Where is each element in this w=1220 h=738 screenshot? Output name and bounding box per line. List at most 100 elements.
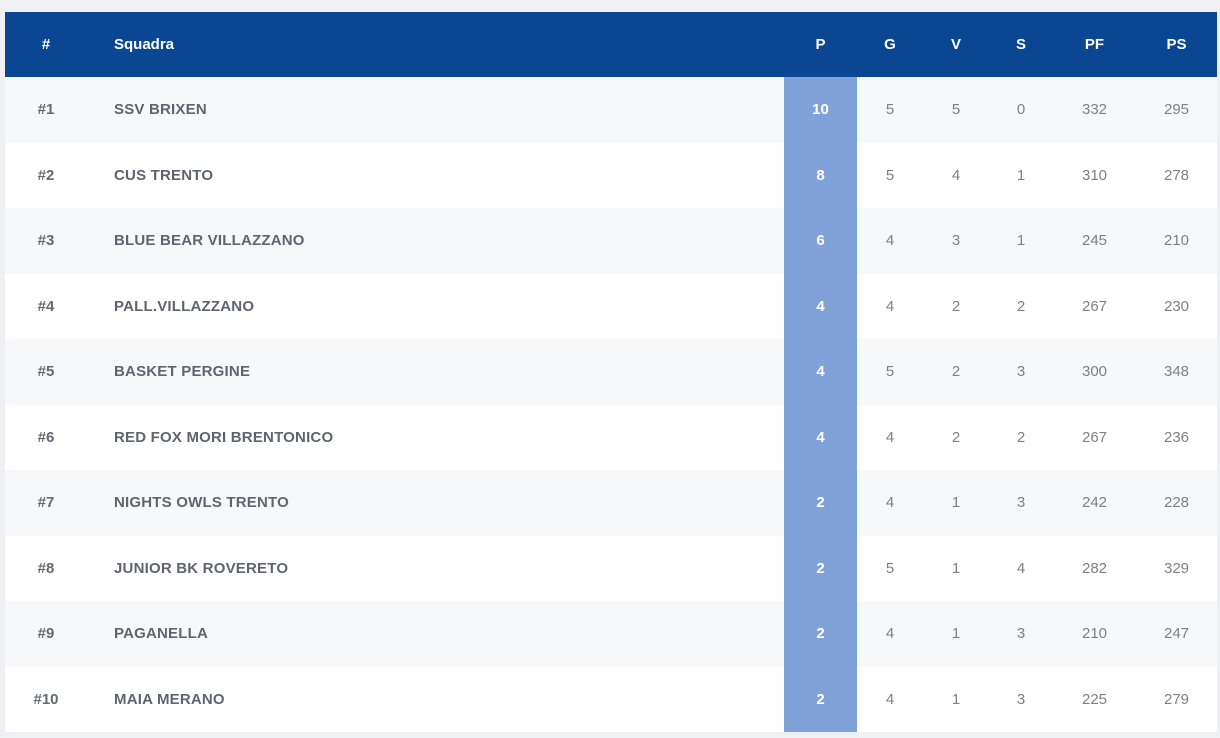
points-against-cell: 279 <box>1136 666 1217 732</box>
rank-cell: #7 <box>5 470 87 536</box>
played-cell: 4 <box>857 404 923 470</box>
table-row: #6 RED FOX MORI BRENTONICO 4 4 2 2 267 2… <box>5 404 1217 470</box>
table-row: #3 BLUE BEAR VILLAZZANO 6 4 3 1 245 210 <box>5 208 1217 274</box>
won-cell: 4 <box>923 142 989 208</box>
team-name-cell: CUS TRENTO <box>87 142 784 208</box>
lost-cell: 1 <box>989 142 1053 208</box>
points-cell: 2 <box>784 601 857 667</box>
lost-cell: 1 <box>989 208 1053 274</box>
lost-cell: 3 <box>989 339 1053 405</box>
table-header: # Squadra P G V S PF PS <box>5 12 1217 77</box>
points-against-cell: 278 <box>1136 142 1217 208</box>
played-cell: 5 <box>857 142 923 208</box>
won-cell: 1 <box>923 535 989 601</box>
lost-cell: 2 <box>989 404 1053 470</box>
rank-cell: #8 <box>5 535 87 601</box>
table-body: #1 SSV BRIXEN 10 5 5 0 332 295 #2 CUS TR… <box>5 77 1217 732</box>
played-cell: 4 <box>857 273 923 339</box>
played-cell: 5 <box>857 339 923 405</box>
rank-cell: #9 <box>5 601 87 667</box>
rank-cell: #5 <box>5 339 87 405</box>
rank-cell: #3 <box>5 208 87 274</box>
points-cell: 4 <box>784 404 857 470</box>
points-against-cell: 295 <box>1136 77 1217 143</box>
played-cell: 4 <box>857 470 923 536</box>
rank-cell: #6 <box>5 404 87 470</box>
table-row: #1 SSV BRIXEN 10 5 5 0 332 295 <box>5 77 1217 143</box>
points-for-cell: 282 <box>1053 535 1136 601</box>
team-name-cell: BASKET PERGINE <box>87 339 784 405</box>
standings-table: # Squadra P G V S PF PS #1 SSV BRIXEN 10… <box>5 12 1217 732</box>
table-row: #5 BASKET PERGINE 4 5 2 3 300 348 <box>5 339 1217 405</box>
table-row: #9 PAGANELLA 2 4 1 3 210 247 <box>5 601 1217 667</box>
points-cell: 2 <box>784 535 857 601</box>
standings-panel: # Squadra P G V S PF PS #1 SSV BRIXEN 10… <box>5 12 1217 732</box>
col-header-team: Squadra <box>114 36 175 53</box>
col-header-points-against: PS <box>1166 36 1187 53</box>
table-row: #10 MAIA MERANO 2 4 1 3 225 279 <box>5 666 1217 732</box>
col-header-points: P <box>815 36 826 53</box>
rank-cell: #2 <box>5 142 87 208</box>
col-header-played: G <box>884 36 896 53</box>
rank-cell: #4 <box>5 273 87 339</box>
col-header-points-for: PF <box>1084 36 1105 53</box>
points-cell: 6 <box>784 208 857 274</box>
played-cell: 4 <box>857 208 923 274</box>
team-name-cell: SSV BRIXEN <box>87 77 784 143</box>
points-for-cell: 300 <box>1053 339 1136 405</box>
points-for-cell: 267 <box>1053 273 1136 339</box>
points-for-cell: 310 <box>1053 142 1136 208</box>
played-cell: 5 <box>857 77 923 143</box>
lost-cell: 3 <box>989 470 1053 536</box>
points-cell: 2 <box>784 666 857 732</box>
table-row: #8 JUNIOR BK ROVERETO 2 5 1 4 282 329 <box>5 535 1217 601</box>
rank-cell: #1 <box>5 77 87 143</box>
team-name-cell: PAGANELLA <box>87 601 784 667</box>
header-row: # Squadra P G V S PF PS <box>5 12 1217 77</box>
played-cell: 5 <box>857 535 923 601</box>
points-against-cell: 329 <box>1136 535 1217 601</box>
played-cell: 4 <box>857 601 923 667</box>
points-cell: 10 <box>784 77 857 143</box>
table-row: #2 CUS TRENTO 8 5 4 1 310 278 <box>5 142 1217 208</box>
points-against-cell: 348 <box>1136 339 1217 405</box>
points-against-cell: 228 <box>1136 470 1217 536</box>
points-cell: 4 <box>784 339 857 405</box>
points-cell: 8 <box>784 142 857 208</box>
points-cell: 2 <box>784 470 857 536</box>
won-cell: 5 <box>923 77 989 143</box>
points-for-cell: 210 <box>1053 601 1136 667</box>
team-name-cell: PALL.VILLAZZANO <box>87 273 784 339</box>
points-for-cell: 225 <box>1053 666 1136 732</box>
points-cell: 4 <box>784 273 857 339</box>
points-for-cell: 245 <box>1053 208 1136 274</box>
points-against-cell: 236 <box>1136 404 1217 470</box>
points-against-cell: 230 <box>1136 273 1217 339</box>
won-cell: 2 <box>923 339 989 405</box>
table-row: #7 NIGHTS OWLS TRENTO 2 4 1 3 242 228 <box>5 470 1217 536</box>
table-row: #4 PALL.VILLAZZANO 4 4 2 2 267 230 <box>5 273 1217 339</box>
points-for-cell: 242 <box>1053 470 1136 536</box>
lost-cell: 3 <box>989 666 1053 732</box>
won-cell: 1 <box>923 601 989 667</box>
played-cell: 4 <box>857 666 923 732</box>
col-header-won: V <box>950 36 961 53</box>
lost-cell: 2 <box>989 273 1053 339</box>
team-name-cell: BLUE BEAR VILLAZZANO <box>87 208 784 274</box>
team-name-cell: MAIA MERANO <box>87 666 784 732</box>
col-header-lost: S <box>1015 36 1026 53</box>
won-cell: 3 <box>923 208 989 274</box>
won-cell: 1 <box>923 666 989 732</box>
won-cell: 2 <box>923 273 989 339</box>
lost-cell: 4 <box>989 535 1053 601</box>
points-against-cell: 210 <box>1136 208 1217 274</box>
lost-cell: 0 <box>989 77 1053 143</box>
points-for-cell: 332 <box>1053 77 1136 143</box>
team-name-cell: NIGHTS OWLS TRENTO <box>87 470 784 536</box>
won-cell: 2 <box>923 404 989 470</box>
lost-cell: 3 <box>989 601 1053 667</box>
points-against-cell: 247 <box>1136 601 1217 667</box>
team-name-cell: RED FOX MORI BRENTONICO <box>87 404 784 470</box>
col-header-rank: # <box>41 36 51 53</box>
won-cell: 1 <box>923 470 989 536</box>
